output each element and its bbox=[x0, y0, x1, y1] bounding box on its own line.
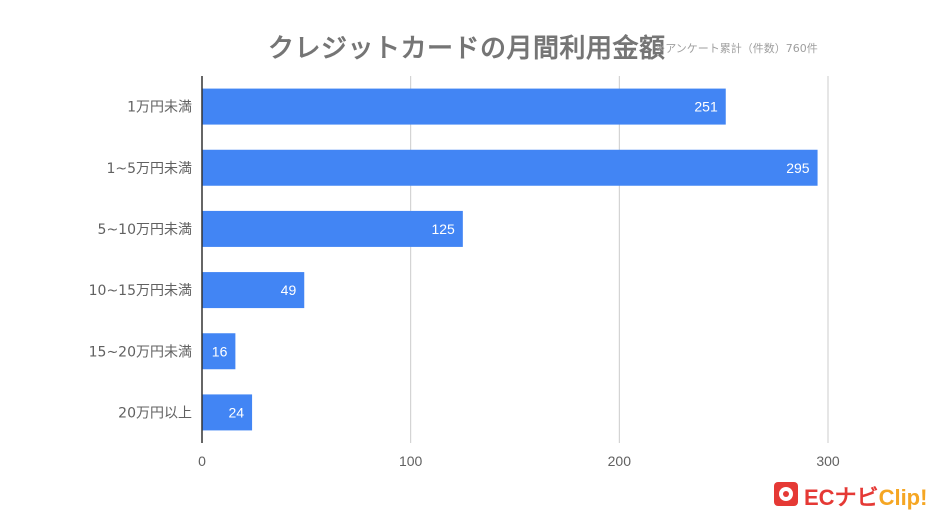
category-label: 1~5万円未満 bbox=[106, 161, 192, 177]
ecnavi-clip-logo: ECナビClip! bbox=[770, 478, 930, 512]
category-label: 1万円未満 bbox=[127, 100, 192, 116]
logo-clip: Clip! bbox=[878, 485, 928, 510]
data-label: 24 bbox=[229, 404, 245, 420]
category-label: 20万円以上 bbox=[118, 405, 192, 421]
bar bbox=[202, 210, 463, 247]
bar bbox=[202, 333, 236, 370]
category-label: 5~10万円未満 bbox=[98, 222, 192, 238]
data-label: 49 bbox=[281, 282, 297, 298]
survey-note: ※アンケート累計（件数）760件 bbox=[656, 42, 818, 55]
data-label: 16 bbox=[212, 343, 228, 359]
x-tick-label: 200 bbox=[608, 453, 632, 469]
category-label: 15~20万円未満 bbox=[89, 344, 192, 360]
bar bbox=[202, 394, 253, 431]
ecnavi-logo-icon bbox=[774, 482, 798, 506]
logo-brand: ECナビ bbox=[804, 485, 879, 510]
data-label: 125 bbox=[431, 221, 455, 237]
bar bbox=[202, 149, 818, 186]
data-label: 295 bbox=[786, 160, 810, 176]
logo-text: ECナビClip! bbox=[804, 480, 927, 512]
bar bbox=[202, 88, 726, 125]
data-label: 251 bbox=[694, 99, 718, 115]
category-label: 10~15万円未満 bbox=[89, 283, 192, 299]
chart-title: クレジットカードの月間利用金額 bbox=[268, 34, 666, 64]
x-tick-label: 100 bbox=[399, 453, 423, 469]
x-tick-label: 300 bbox=[816, 453, 840, 469]
bar bbox=[202, 272, 305, 309]
x-tick-label: 0 bbox=[198, 453, 206, 469]
